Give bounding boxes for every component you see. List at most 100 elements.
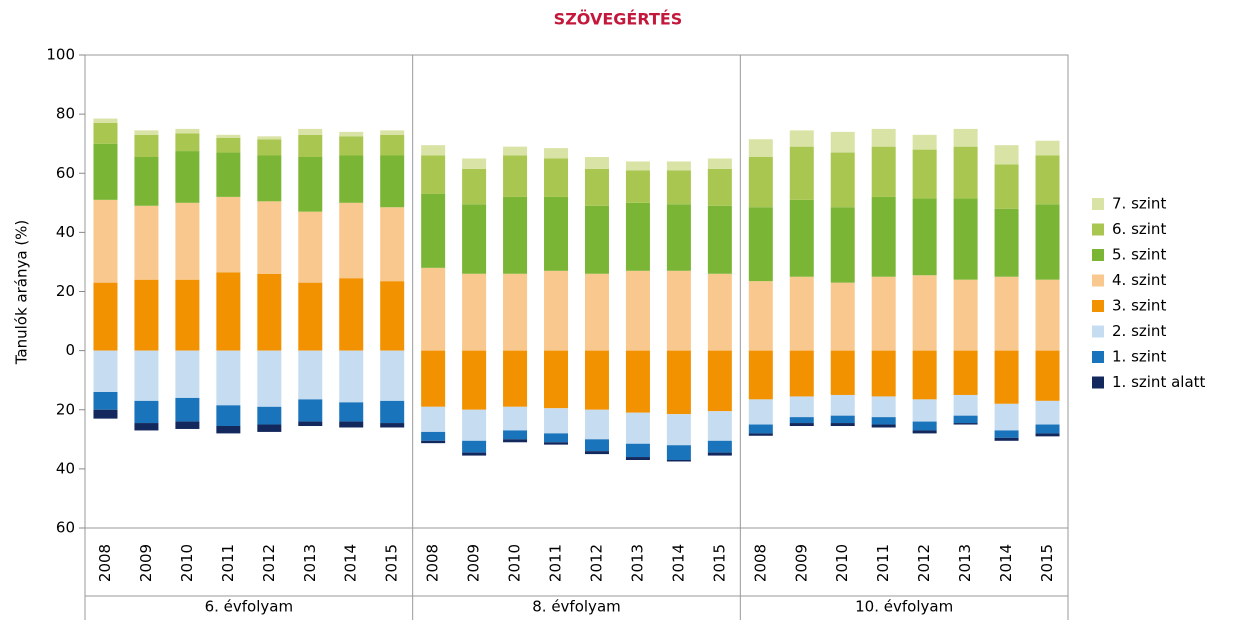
bar-segment	[871, 128, 896, 147]
legend-swatch	[1092, 249, 1104, 261]
bar-segment	[871, 276, 896, 351]
bar-segment	[216, 405, 241, 427]
bar-segment	[789, 417, 814, 424]
x-tick-label: 2010	[506, 544, 524, 582]
bar-segment	[257, 350, 282, 407]
bar-segment	[912, 350, 937, 400]
bar-segment	[1035, 204, 1060, 280]
bar-segment	[175, 202, 200, 280]
bar-segment	[707, 350, 732, 412]
bar-segment	[830, 423, 855, 427]
bar-segment	[544, 433, 569, 443]
bar-segment	[748, 139, 773, 157]
bar-segment	[93, 122, 118, 144]
bar-segment	[830, 131, 855, 153]
y-tick-label: 40	[56, 459, 75, 477]
bar-segment	[380, 130, 405, 135]
x-tick-label: 2013	[956, 544, 974, 582]
bar-segment	[175, 279, 200, 351]
bar-segment	[830, 415, 855, 424]
bar-segment	[912, 399, 937, 422]
bar-segment	[584, 273, 609, 351]
bar-segment	[1035, 155, 1060, 205]
bar-segment	[871, 350, 896, 397]
bar-segment	[707, 158, 732, 169]
legend-label: 5. szint	[1112, 246, 1166, 264]
x-tick-label: 2008	[96, 544, 114, 582]
legend-swatch	[1092, 300, 1104, 312]
bar-segment	[421, 440, 446, 444]
bar-segment	[953, 279, 978, 351]
group-label: 8. évfolyam	[532, 598, 621, 616]
bar-segment	[503, 430, 528, 440]
bar-segment	[257, 136, 282, 140]
bar-segment	[93, 199, 118, 283]
bar-segment	[707, 273, 732, 351]
bar-segment	[1035, 350, 1060, 401]
bar-segment	[912, 421, 937, 431]
x-tick-label: 2008	[424, 544, 442, 582]
bar-segment	[584, 205, 609, 274]
bar-segment	[462, 204, 487, 274]
bar-segment	[707, 205, 732, 274]
bar-segment	[298, 156, 323, 212]
bar-segment	[1035, 424, 1060, 434]
bar-segment	[625, 443, 650, 458]
y-tick-label: 20	[56, 400, 75, 418]
bar-segment	[912, 198, 937, 276]
bar-segment	[789, 130, 814, 147]
bar-segment	[953, 128, 978, 147]
bar-segment	[707, 440, 732, 453]
x-tick-label: 2009	[137, 544, 155, 582]
bar-segment	[339, 136, 364, 156]
bar-segment	[503, 439, 528, 443]
bar-segment	[380, 423, 405, 428]
bar-segment	[871, 396, 896, 418]
bar-segment	[544, 196, 569, 271]
legend-label: 4. szint	[1112, 271, 1166, 289]
bar-segment	[666, 204, 691, 271]
bar-segment	[666, 414, 691, 446]
bar-segment	[421, 267, 446, 351]
bar-segment	[584, 350, 609, 410]
bar-segment	[134, 350, 159, 401]
bar-segment	[380, 281, 405, 351]
bar-segment	[503, 155, 528, 197]
bar-segment	[257, 201, 282, 274]
bar-segment	[830, 394, 855, 416]
bar-segment	[953, 394, 978, 416]
y-axis-label: Tanulók aránya (%)	[13, 220, 31, 366]
bar-segment	[953, 198, 978, 280]
bar-segment	[339, 278, 364, 351]
bar-segment	[666, 350, 691, 415]
bar-segment	[257, 424, 282, 432]
bar-segment	[421, 155, 446, 194]
bar-segment	[503, 146, 528, 156]
bar-segment	[994, 437, 1019, 441]
bar-segment	[93, 282, 118, 351]
bar-segment	[339, 402, 364, 422]
bar-segment	[871, 424, 896, 428]
bar-segment	[421, 193, 446, 268]
bar-segment	[216, 426, 241, 434]
bar-segment	[93, 118, 118, 123]
bar-segment	[134, 134, 159, 157]
bar-segment	[93, 350, 118, 393]
bar-segment	[994, 145, 1019, 165]
x-tick-label: 2013	[301, 544, 319, 582]
bar-segment	[830, 207, 855, 283]
bar-segment	[994, 430, 1019, 438]
bar-segment	[830, 282, 855, 351]
bar-segment	[748, 399, 773, 425]
bar-segment	[789, 199, 814, 277]
x-tick-label: 2011	[874, 544, 892, 582]
legend-label: 7. szint	[1112, 195, 1166, 213]
group-label: 6. évfolyam	[205, 598, 294, 616]
bar-segment	[871, 196, 896, 277]
legend-swatch	[1092, 351, 1104, 363]
x-tick-label: 2012	[915, 544, 933, 582]
bar-segment	[462, 350, 487, 410]
x-tick-label: 2009	[792, 544, 810, 582]
bar-segment	[666, 445, 691, 461]
bar-segment	[994, 403, 1019, 431]
